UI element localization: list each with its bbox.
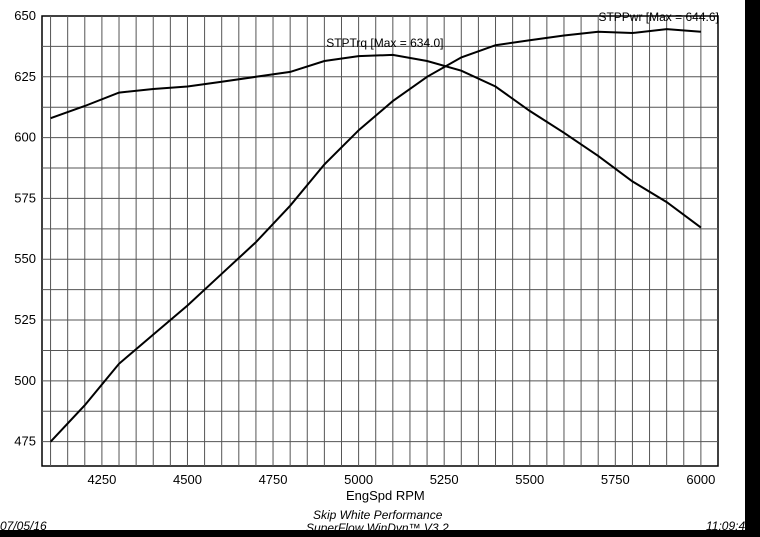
series-line-stppwr xyxy=(49,28,701,443)
x-tick-label: 6000 xyxy=(686,472,715,487)
x-tick-label: 4500 xyxy=(173,472,202,487)
y-tick-label: 475 xyxy=(14,434,36,449)
y-tick-label: 650 xyxy=(14,8,36,23)
annotation-stppwr: STPPwr [Max = 644.6] xyxy=(598,10,718,24)
y-tick-label: 625 xyxy=(14,69,36,84)
horizontal-gridlines xyxy=(42,45,718,443)
x-tick-labels: 4250 4500 4750 5000 5250 5500 5750 6000 xyxy=(87,472,715,487)
dyno-sheet: 475 500 525 550 575 600 625 650 4250 4500 4750 500… xyxy=(0,0,745,530)
y-tick-label: 525 xyxy=(14,312,36,327)
y-tick-label: 600 xyxy=(14,130,36,145)
footer-date: 07/05/16 xyxy=(0,519,47,533)
y-tick-label: 575 xyxy=(14,190,36,205)
plot-area xyxy=(41,15,719,467)
footer-time: 11:09:4 xyxy=(706,519,746,533)
annotation-stptrq: STPTrq [Max = 634.0] xyxy=(326,36,443,50)
x-tick-label: 5500 xyxy=(515,472,544,487)
x-axis-label: EngSpd RPM xyxy=(346,488,425,503)
x-tick-label: 4750 xyxy=(259,472,288,487)
series-annotations: STPPwr [Max = 644.6] STPTrq [Max = 634.0] xyxy=(326,10,719,50)
series-line-stptrq xyxy=(50,53,702,229)
x-tick-label: 5750 xyxy=(601,472,630,487)
y-tick-label: 550 xyxy=(14,251,36,266)
footer-software: SuperFlow WinDyn™ V3.2 xyxy=(306,521,449,535)
x-tick-label: 4250 xyxy=(87,472,116,487)
y-tick-label: 500 xyxy=(14,373,36,388)
x-tick-label: 5000 xyxy=(344,472,373,487)
series-lines xyxy=(49,28,702,443)
dyno-chart: 475 500 525 550 575 600 625 650 4250 4500 4750 500… xyxy=(14,8,719,487)
footer-company: Skip White Performance xyxy=(313,508,443,522)
x-tick-label: 5250 xyxy=(430,472,459,487)
y-tick-labels: 475 500 525 550 575 600 625 650 xyxy=(14,8,36,449)
